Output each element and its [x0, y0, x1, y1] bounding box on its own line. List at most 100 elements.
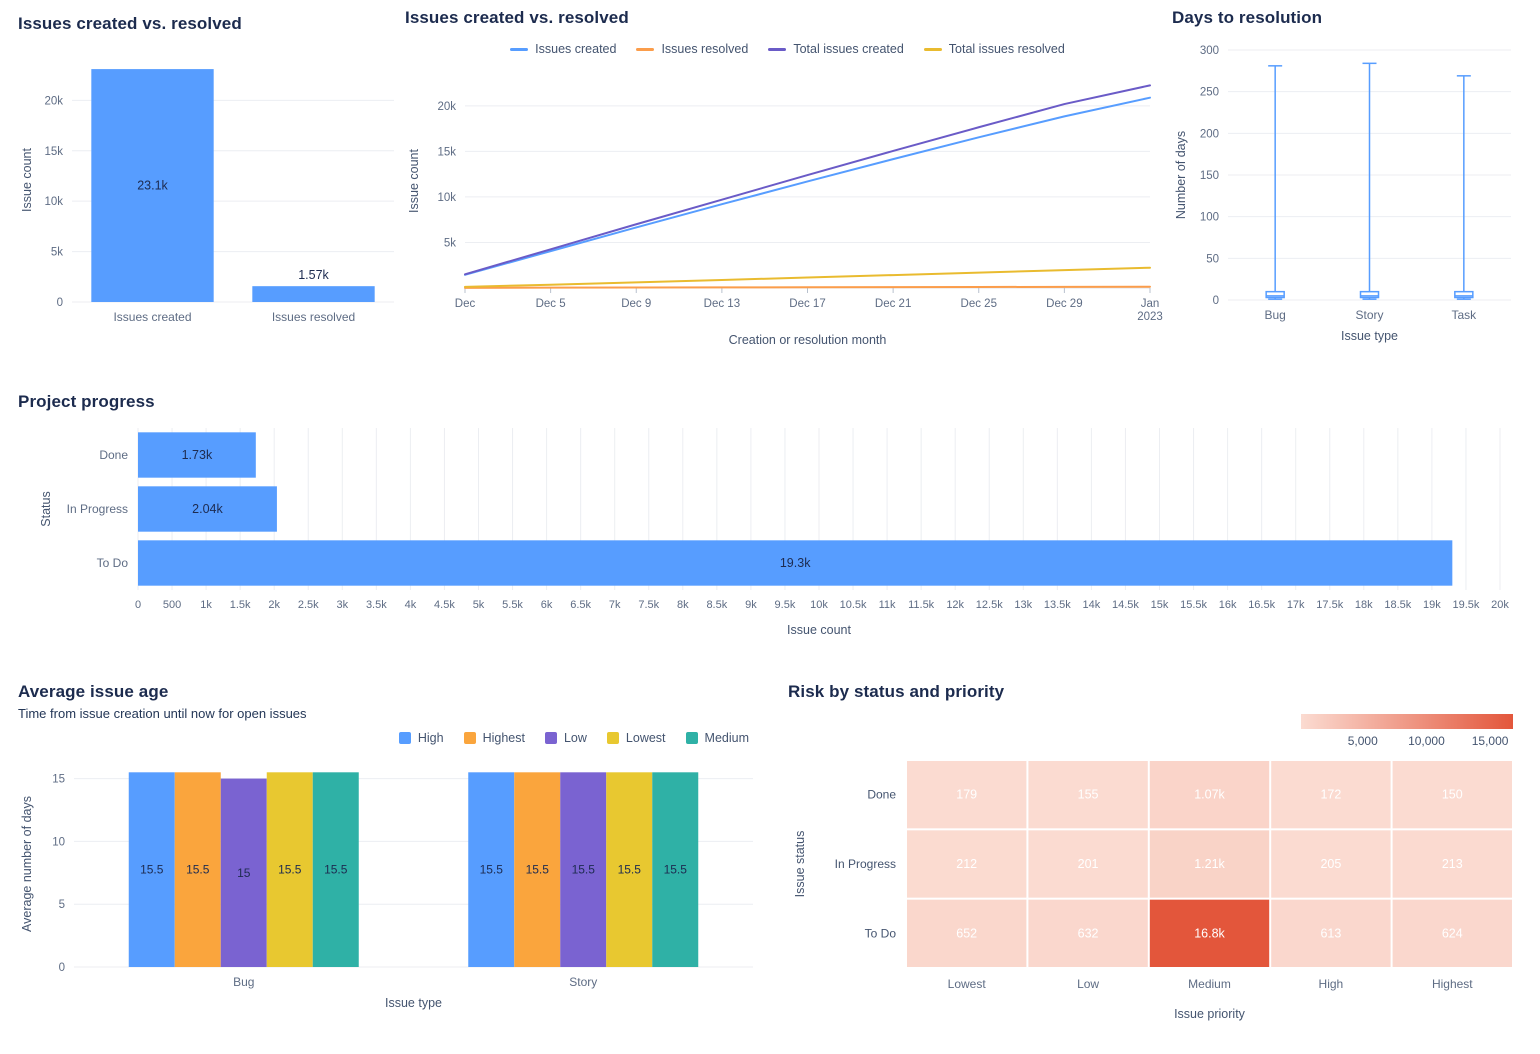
- heatmap-cell-to-do-high[interactable]: [1271, 899, 1391, 967]
- heatmap-cell-done-high[interactable]: [1271, 761, 1391, 829]
- days-to-resolution-chart: 0 50 100 150 200 250 300 Bug Story Task Issue type…: [1174, 45, 1511, 343]
- cell-value: 172: [1320, 788, 1341, 802]
- x-tick: 7k: [609, 599, 621, 611]
- legend-label: Issues resolved: [661, 42, 749, 56]
- bar-issues-resolved[interactable]: [252, 286, 375, 302]
- bar-value: 15: [237, 866, 251, 880]
- boxplot-bug[interactable]: [1265, 65, 1285, 300]
- x-tick: Dec 13: [704, 298, 740, 310]
- bar-story-high[interactable]: [468, 772, 515, 967]
- bar-story-low[interactable]: [560, 772, 607, 967]
- average-issue-age-chart: 0 5 10 15 15.5 15.5 15 15.5 15.5 Bug 15.5 15.5 15.5 1…: [20, 772, 753, 1010]
- bar-value: 19.3k: [780, 556, 811, 570]
- y-axis-label: Issue count: [20, 148, 34, 212]
- series-line-issues-resolved[interactable]: [464, 285, 1151, 289]
- x-tick: 14k: [1083, 599, 1101, 611]
- bar-story-lowest[interactable]: [606, 772, 653, 967]
- heatmap-cell-done-medium[interactable]: [1149, 761, 1270, 829]
- legend-item-issues-created[interactable]: Issues created: [510, 42, 616, 56]
- heatmap-cell-in-progress-medium[interactable]: [1149, 830, 1270, 898]
- bar-story-highest[interactable]: [514, 772, 561, 967]
- x-tick: 0: [135, 599, 141, 611]
- legend-swatch-highest: [463, 732, 476, 744]
- bar-value: 23.1k: [137, 179, 168, 193]
- y-tick: 200: [1200, 128, 1219, 140]
- x-tick: 10k: [810, 599, 828, 611]
- panel-subtitle-average-issue-age: Time from issue creation until now for o…: [18, 706, 307, 721]
- legend-swatch-issues-resolved: [636, 47, 655, 51]
- y-tick: 250: [1200, 87, 1219, 99]
- bar-value: 2.04k: [192, 502, 223, 516]
- bar-value: 15.5: [186, 863, 210, 877]
- bar-issues-created[interactable]: [91, 69, 214, 302]
- x-axis-label: Issue type: [1341, 329, 1398, 343]
- series-line-issues-created[interactable]: [464, 96, 1151, 276]
- legend-item-total-issues-created[interactable]: Total issues created: [768, 42, 904, 56]
- y-tick: 300: [1200, 45, 1219, 57]
- series-line-total-issues-created[interactable]: [464, 84, 1151, 276]
- heatmap-cell-to-do-lowest[interactable]: [907, 899, 1027, 967]
- y-tick: 0: [1213, 295, 1219, 307]
- x-tick: 12.5k: [976, 599, 1003, 611]
- issues-created-vs-resolved-bar-chart: 0 5k 10k 15k 20k 23.1k Issues created 1.57k Issu…: [20, 69, 394, 324]
- y-category: In Progress: [835, 857, 896, 871]
- x-tick: 15.5k: [1180, 599, 1207, 611]
- heatmap-cell-done-lowest[interactable]: [907, 761, 1027, 829]
- y-axis-label: Issue count: [407, 149, 421, 213]
- legend-item-low[interactable]: Low: [544, 731, 587, 745]
- x-axis-label: Issue count: [787, 623, 851, 637]
- series-line-total-issues-resolved[interactable]: [464, 266, 1151, 288]
- cell-value: 613: [1320, 926, 1341, 940]
- legend-item-total-issues-resolved[interactable]: Total issues resolved: [923, 42, 1065, 56]
- x-tick: 13.5k: [1044, 599, 1071, 611]
- x-category: Story: [1355, 308, 1383, 322]
- panel-title-average-issue-age: Average issue age: [18, 682, 169, 701]
- legend-item-medium[interactable]: Medium: [685, 731, 749, 745]
- y-tick: 20k: [437, 101, 456, 113]
- boxplot-story[interactable]: [1359, 62, 1380, 300]
- x-axis-label: Issue type: [385, 996, 442, 1010]
- x-axis-label: Issue priority: [1174, 1007, 1246, 1021]
- x-tick: 4k: [405, 599, 417, 611]
- x-tick: 3k: [336, 599, 348, 611]
- x-category: High: [1319, 977, 1344, 991]
- y-category: To Do: [865, 926, 897, 940]
- heatmap-cell-to-do-medium[interactable]: [1149, 899, 1270, 967]
- heatmap-cell-in-progress-highest[interactable]: [1392, 830, 1512, 898]
- x-tick: 1k: [200, 599, 212, 611]
- heatmap-cell-done-highest[interactable]: [1392, 761, 1512, 829]
- bar-bug-lowest[interactable]: [266, 772, 313, 967]
- legend-label: Total issues resolved: [948, 42, 1065, 56]
- legend-item-highest[interactable]: Highest: [463, 731, 525, 745]
- heatmap-cell-in-progress-low[interactable]: [1028, 830, 1148, 898]
- heatmap-cell-in-progress-lowest[interactable]: [907, 830, 1027, 898]
- y-axis-label: Issue status: [793, 831, 807, 898]
- project-progress-chart: 0 500 1k 1.5k 2k 2.5k 3k 3.5k 4k 4.5k 5k 5.5k 6k 6.5k…: [39, 428, 1509, 637]
- colorbar-tick: 10,000: [1408, 734, 1445, 748]
- x-tick: 20k: [1491, 599, 1509, 611]
- x-tick: 17k: [1287, 599, 1305, 611]
- bar-bug-medium[interactable]: [312, 772, 359, 967]
- boxplot-task[interactable]: [1454, 75, 1474, 300]
- heatmap-cell-to-do-highest[interactable]: [1392, 899, 1512, 967]
- heatmap-cell-in-progress-high[interactable]: [1271, 830, 1391, 898]
- bar-value: 1.73k: [182, 448, 213, 462]
- panel-title-risk-by-status-and-priority: Risk by status and priority: [788, 682, 1005, 701]
- bar-to-do[interactable]: [138, 540, 1453, 586]
- bar-bug-low[interactable]: [220, 778, 267, 967]
- x-tick: 8k: [677, 599, 689, 611]
- cell-value: 150: [1442, 788, 1463, 802]
- heatmap-cell-to-do-low[interactable]: [1028, 899, 1148, 967]
- legend-item-high[interactable]: High: [398, 731, 444, 745]
- x-category: Bug: [1264, 308, 1285, 322]
- heatmap-cell-done-low[interactable]: [1028, 761, 1148, 829]
- bar-bug-highest[interactable]: [174, 772, 221, 967]
- x-tick: 6k: [541, 599, 553, 611]
- y-tick: 150: [1200, 170, 1219, 182]
- legend-item-lowest[interactable]: Lowest: [606, 731, 666, 745]
- bar-in-progress[interactable]: [138, 486, 277, 532]
- legend-item-issues-resolved[interactable]: Issues resolved: [636, 42, 748, 56]
- bar-done[interactable]: [138, 432, 256, 478]
- bar-bug-high[interactable]: [128, 772, 175, 967]
- bar-story-medium[interactable]: [652, 772, 699, 967]
